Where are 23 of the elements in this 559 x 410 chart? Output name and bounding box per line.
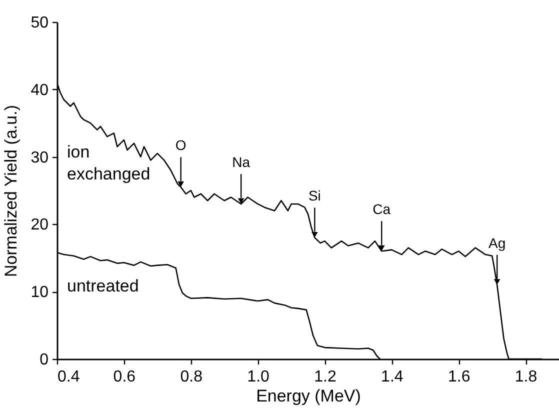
annotation: Na: [232, 154, 250, 170]
x-axis-title: Energy (MeV): [256, 386, 361, 406]
annotation: Ag: [488, 234, 506, 251]
y-tick-label: 10: [30, 284, 49, 302]
x-tick-label: 0.4: [58, 368, 80, 386]
x-tick-label: 1.6: [448, 368, 470, 386]
x-tick-label: 0.6: [113, 368, 136, 386]
y-tick-label: 50: [30, 14, 49, 32]
y-axis-title: Normalized Yield (a.u.): [2, 105, 21, 277]
x-tick-label: 0.8: [180, 368, 203, 386]
x-tick-label: 1.8: [514, 368, 538, 386]
x-tick-label: 1.2: [314, 368, 336, 386]
series-label: untreated: [67, 276, 139, 296]
x-tick-label: 1.4: [381, 368, 404, 386]
y-tick-label: 40: [30, 82, 49, 99]
legend-label: ion exchanged: [67, 142, 150, 184]
y-tick-label: 0: [40, 352, 49, 368]
y-tick-label: 20: [30, 216, 49, 234]
y-tick-label: 30: [30, 149, 49, 166]
x-tick-label: 1.0: [247, 368, 270, 386]
annotation: Si: [308, 188, 321, 204]
annotation: Ca: [372, 201, 391, 218]
annotation: O: [175, 137, 186, 154]
